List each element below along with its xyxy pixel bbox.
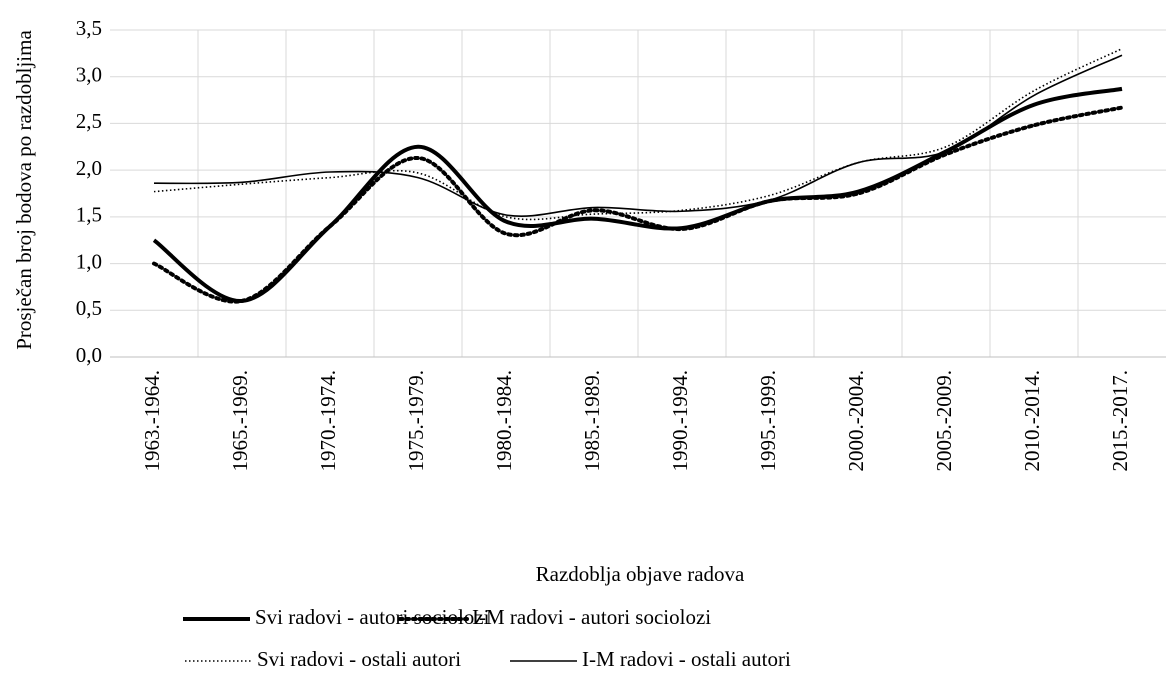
- series-line: [153, 54, 1123, 217]
- x-tick-label: 1995.-1999.: [756, 370, 780, 472]
- x-tick-label: 2000.-2004.: [844, 370, 868, 472]
- y-tick-label: 3,0: [76, 63, 102, 87]
- x-tick-label: 1975.-1979.: [404, 370, 428, 472]
- y-tick-label: 0,0: [76, 343, 102, 367]
- x-tick-label: 1985.-1989.: [580, 370, 604, 472]
- y-tick-label: 0,5: [76, 296, 102, 320]
- legend-label: I-M radovi - ostali autori: [582, 647, 791, 671]
- x-tick-label: 1990.-1994.: [668, 370, 692, 472]
- y-tick-label: 2,0: [76, 156, 102, 180]
- x-tick-label: 1963.-1964.: [140, 370, 164, 472]
- x-tick-label: 1980.-1984.: [492, 370, 516, 472]
- x-tick-label: 1965.-1969.: [228, 370, 252, 472]
- x-tick-label: 2015.-2017.: [1108, 370, 1132, 472]
- y-tick-label: 3,5: [76, 16, 102, 40]
- x-tick-label: 1970.-1974.: [316, 370, 340, 472]
- legend-label: Svi radovi - ostali autori: [257, 647, 461, 671]
- series-line: [153, 47, 1123, 221]
- x-tick-label: 2005.-2009.: [932, 370, 956, 472]
- legend-label: Svi radovi - autori sociolozi: [255, 605, 490, 629]
- x-axis-label: Razdoblja objave radova: [536, 562, 745, 586]
- series-line: [152, 105, 1124, 304]
- legend-label: I-M radovi - autori sociolozi: [472, 605, 711, 629]
- y-tick-label: 1,0: [76, 249, 102, 273]
- y-axis-label: Prosječan broj bodova po razdobljima: [12, 30, 36, 350]
- y-tick-label: 1,5: [76, 203, 102, 227]
- y-tick-label: 2,5: [76, 109, 102, 133]
- x-tick-label: 2010.-2014.: [1020, 370, 1044, 472]
